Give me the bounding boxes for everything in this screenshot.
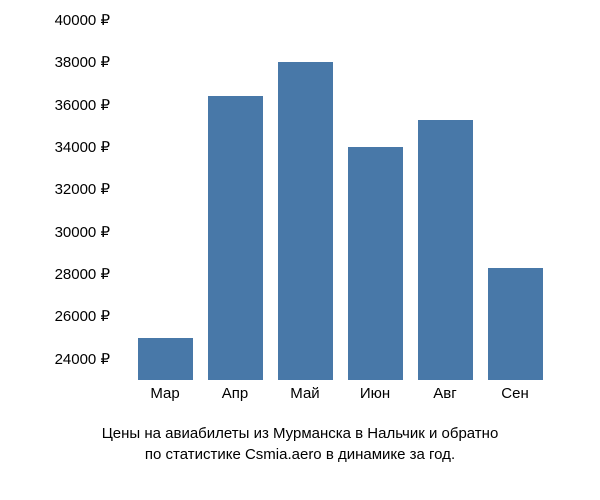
bars-group xyxy=(120,20,560,380)
y-tick-label: 40000 ₽ xyxy=(55,11,110,29)
x-tick-label: Сен xyxy=(488,385,543,415)
x-tick-label: Мар xyxy=(138,385,193,415)
y-tick-label: 30000 ₽ xyxy=(55,223,110,241)
x-tick-label: Май xyxy=(278,385,333,415)
bar xyxy=(208,96,263,380)
chart-caption: Цены на авиабилеты из Мурманска в Нальчи… xyxy=(0,423,600,465)
x-tick-label: Авг xyxy=(418,385,473,415)
y-tick-label: 32000 ₽ xyxy=(55,180,110,198)
bar xyxy=(348,147,403,380)
y-axis: 24000 ₽ 26000 ₽ 28000 ₽ 30000 ₽ 32000 ₽ 34000… xyxy=(20,20,115,380)
bar xyxy=(418,120,473,380)
plot-area xyxy=(120,20,560,380)
y-tick-label: 24000 ₽ xyxy=(55,350,110,368)
x-tick-label: Июн xyxy=(348,385,403,415)
chart-container: 24000 ₽ 26000 ₽ 28000 ₽ 30000 ₽ 32000 ₽ 34000… xyxy=(20,20,580,420)
caption-line-2: по статистике Csmia.aero в динамике за г… xyxy=(145,446,455,463)
bar xyxy=(488,268,543,380)
y-tick-label: 34000 ₽ xyxy=(55,138,110,156)
y-tick-label: 36000 ₽ xyxy=(55,96,110,114)
y-tick-label: 38000 ₽ xyxy=(55,53,110,71)
caption-line-1: Цены на авиабилеты из Мурманска в Нальчи… xyxy=(102,425,499,442)
bar xyxy=(138,338,193,380)
y-tick-label: 26000 ₽ xyxy=(55,307,110,325)
y-tick-label: 28000 ₽ xyxy=(55,265,110,283)
x-axis: Мар Апр Май Июн Авг Сен xyxy=(120,385,560,415)
bar xyxy=(278,62,333,380)
x-tick-label: Апр xyxy=(208,385,263,415)
